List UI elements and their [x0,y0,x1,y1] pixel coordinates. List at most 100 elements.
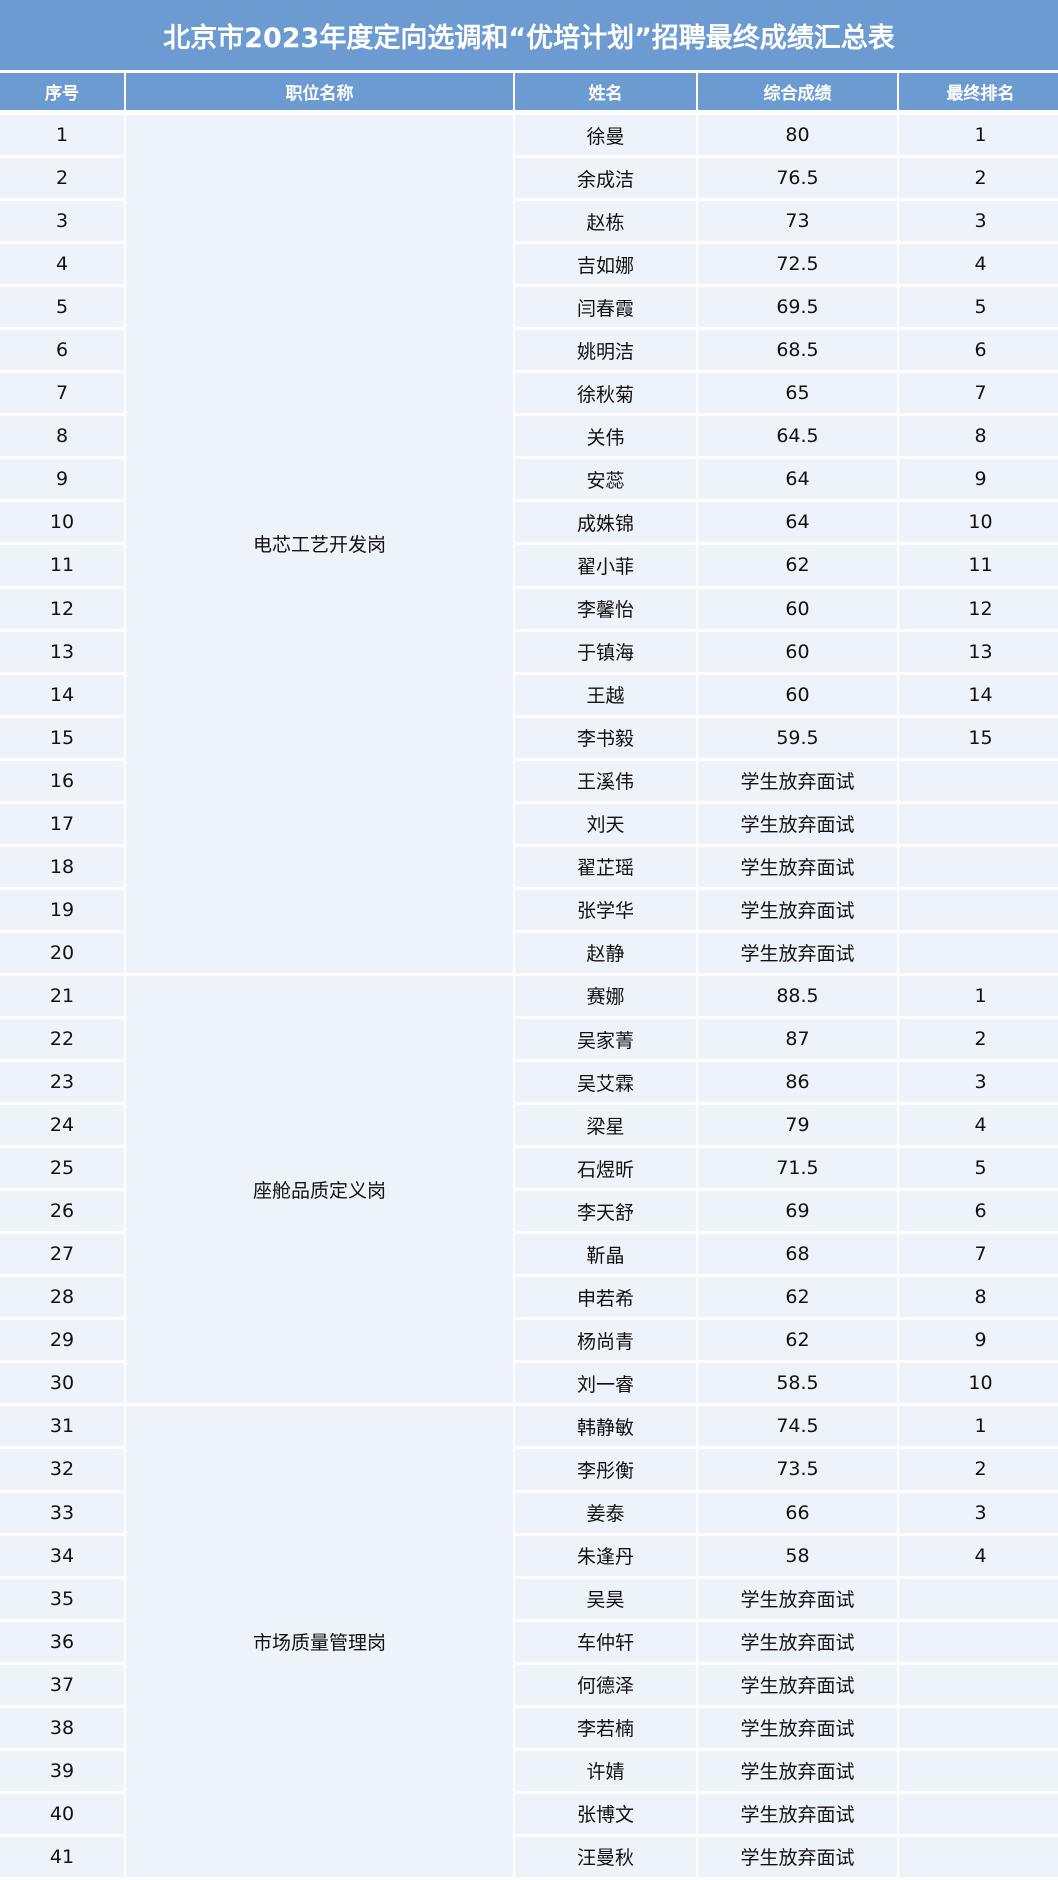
cell-rank [899,1621,1058,1665]
table-row: 6 姚明洁 68.5 6 [0,330,1058,374]
cell-score: 学生放弃面试 [698,1836,897,1880]
cell-index: 26 [0,1191,124,1235]
cell-score: 64.5 [698,416,897,460]
cell-rank: 8 [899,1277,1058,1321]
table-row: 3 赵栋 73 3 [0,201,1058,245]
cell-index: 1 [0,115,124,159]
cell-index: 2 [0,158,124,202]
table-row: 18 翟芷瑶 学生放弃面试 [0,846,1058,890]
cell-position: 座舱品质定义岗 [126,975,513,1407]
header-score: 综合成绩 [698,70,897,110]
cell-index: 27 [0,1234,124,1278]
cell-score: 学生放弃面试 [698,889,897,933]
cell-score: 学生放弃面试 [698,760,897,804]
cell-score: 87 [698,1018,897,1063]
cell-score: 学生放弃面试 [698,1750,897,1794]
cell-rank: 7 [899,373,1058,417]
table-row: 32 李彤衡 73.5 2 [0,1449,1058,1493]
cell-score: 59.5 [698,717,897,761]
cell-score: 88.5 [698,975,897,1019]
cell-index: 4 [0,244,124,288]
cell-score: 73.5 [698,1449,897,1493]
cell-score: 64 [698,459,897,503]
cell-rank: 10 [899,1363,1058,1407]
cell-name: 汪曼秋 [515,1836,696,1880]
table-row: 34 朱逢丹 58 4 [0,1535,1058,1579]
table-row: 39 许婧 学生放弃面试 [0,1750,1058,1794]
cell-rank: 3 [899,1492,1058,1536]
cell-rank [899,1836,1058,1880]
cell-rank: 1 [899,1406,1058,1450]
table-row: 30 刘一睿 58.5 10 [0,1363,1058,1407]
cell-rank: 4 [899,1105,1058,1149]
cell-index: 28 [0,1277,124,1321]
cell-name: 王溪伟 [515,760,696,804]
cell-rank [899,932,1058,976]
cell-score: 学生放弃面试 [698,1621,897,1665]
cell-score: 76.5 [698,158,897,202]
cell-rank [899,1578,1058,1622]
cell-name: 成姝锦 [515,502,696,546]
cell-name: 石煜昕 [515,1148,696,1192]
cell-rank: 2 [899,158,1058,202]
header-name: 姓名 [515,70,696,110]
cell-rank: 4 [899,1535,1058,1579]
table-row: 2 余成洁 76.5 2 [0,158,1058,202]
table-row: 15 李书毅 59.5 15 [0,717,1058,761]
cell-rank: 6 [899,1191,1058,1235]
table-row: 26 李天舒 69 6 [0,1191,1058,1235]
cell-name: 于镇海 [515,631,696,675]
table-row: 40 张博文 学生放弃面试 [0,1793,1058,1837]
cell-rank: 9 [899,459,1058,503]
cell-index: 13 [0,631,124,675]
cell-name: 赵栋 [515,201,696,245]
table-row: 13 于镇海 60 13 [0,631,1058,675]
cell-score: 71.5 [698,1148,897,1192]
cell-index: 10 [0,502,124,546]
cell-index: 14 [0,674,124,718]
cell-score: 79 [698,1105,897,1149]
cell-score: 学生放弃面试 [698,932,897,976]
cell-name: 韩静敏 [515,1406,696,1450]
table-row: 16 王溪伟 学生放弃面试 [0,760,1058,804]
cell-name: 姜泰 [515,1492,696,1536]
cell-score: 62 [698,545,897,589]
table-row: 22 吴家菁 87 2 [0,1018,1058,1063]
cell-index: 31 [0,1406,124,1450]
cell-score: 学生放弃面试 [698,846,897,890]
cell-index: 11 [0,545,124,589]
cell-score: 学生放弃面试 [698,1578,897,1622]
cell-score: 68.5 [698,330,897,374]
cell-name: 徐曼 [515,115,696,159]
cell-name: 李天舒 [515,1191,696,1235]
cell-name: 吴昊 [515,1578,696,1622]
cell-position: 市场质量管理岗 [126,1406,513,1880]
cell-rank [899,803,1058,847]
cell-name: 王越 [515,674,696,718]
cell-rank: 9 [899,1320,1058,1364]
cell-name: 余成洁 [515,158,696,202]
cell-name: 李若楠 [515,1707,696,1751]
cell-index: 39 [0,1750,124,1794]
cell-name: 梁星 [515,1105,696,1149]
cell-index: 38 [0,1707,124,1751]
cell-score: 学生放弃面试 [698,803,897,847]
cell-name: 申若希 [515,1277,696,1321]
cell-score: 62 [698,1277,897,1321]
cell-rank: 13 [899,631,1058,675]
cell-index: 12 [0,588,124,632]
cell-index: 21 [0,975,124,1019]
cell-index: 16 [0,760,124,804]
cell-rank [899,889,1058,933]
cell-score: 60 [698,674,897,718]
table-row: 29 杨尚青 62 9 [0,1320,1058,1364]
cell-rank: 2 [899,1449,1058,1493]
header-row: 序号 职位名称 姓名 综合成绩 最终排名 [0,70,1058,110]
cell-index: 9 [0,459,124,503]
cell-rank [899,1750,1058,1794]
table-row: 23 吴艾霖 86 3 [0,1062,1058,1106]
table-row: 28 申若希 62 8 [0,1277,1058,1321]
cell-index: 30 [0,1363,124,1407]
cell-score: 72.5 [698,244,897,288]
cell-rank: 3 [899,1062,1058,1106]
